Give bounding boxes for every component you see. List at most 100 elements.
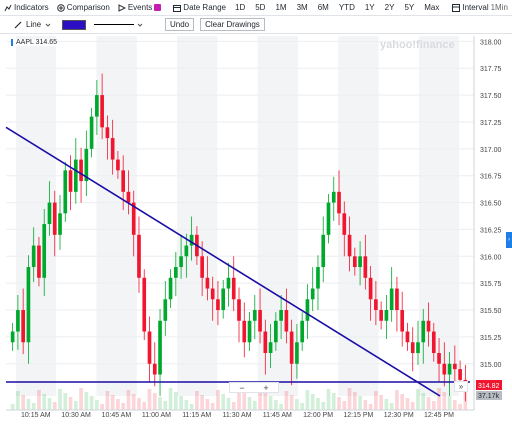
volume-bar bbox=[152, 393, 157, 410]
range-1m[interactable]: 1M bbox=[275, 3, 287, 12]
candle-body bbox=[363, 256, 368, 278]
zoom-in-button[interactable]: + bbox=[263, 382, 269, 393]
line-style-select[interactable] bbox=[94, 22, 143, 28]
indicators-button[interactable]: Indicators bbox=[0, 3, 53, 12]
candle-body bbox=[79, 159, 83, 182]
volume-bar bbox=[305, 390, 310, 410]
volume-bar bbox=[73, 401, 78, 410]
candle-body bbox=[258, 310, 262, 332]
candle-body bbox=[226, 277, 231, 289]
candle-body bbox=[453, 363, 457, 370]
candle-body bbox=[116, 159, 120, 171]
candle-body bbox=[121, 170, 126, 192]
chevron-down-icon bbox=[137, 23, 143, 27]
interval-button[interactable]: Interval 1Min bbox=[448, 3, 512, 12]
range-2y[interactable]: 2Y bbox=[384, 3, 395, 12]
range-1y[interactable]: 1Y bbox=[364, 3, 375, 12]
price-chart[interactable]: 318.00 317.75 317.50 317.25 317.00 316.75 316.… bbox=[0, 34, 512, 424]
candle-body bbox=[31, 245, 36, 268]
volume-bar bbox=[68, 397, 73, 410]
candle-body bbox=[410, 342, 415, 354]
candle-body bbox=[395, 288, 399, 311]
volume-bar bbox=[384, 399, 389, 410]
volume-bar bbox=[268, 396, 273, 410]
volume-bar bbox=[431, 401, 436, 410]
candle-body bbox=[300, 320, 305, 343]
pencil-line-icon bbox=[14, 21, 22, 28]
volume-bar bbox=[21, 395, 25, 410]
y-tick-label: 316.25 bbox=[480, 227, 502, 234]
volume-bar bbox=[263, 392, 268, 410]
comparison-button[interactable]: Comparison bbox=[53, 3, 114, 12]
range-1d[interactable]: 1D bbox=[235, 3, 246, 12]
candle-body bbox=[21, 310, 25, 343]
volume-bar bbox=[168, 388, 173, 410]
candle-body bbox=[137, 234, 141, 278]
candle-body bbox=[126, 191, 131, 203]
events-badge-icon bbox=[154, 4, 162, 11]
volume-bar bbox=[31, 403, 36, 410]
y-tick-label: 317.75 bbox=[480, 66, 502, 73]
volume-bar bbox=[116, 399, 120, 410]
candle-body bbox=[431, 331, 436, 354]
date-range-button[interactable]: Date Range bbox=[169, 3, 230, 12]
x-tick-label: 12:00 PM bbox=[303, 412, 333, 419]
candle-body bbox=[95, 95, 99, 117]
volume-bar bbox=[205, 399, 210, 410]
volume-bar bbox=[463, 391, 468, 410]
range-5y[interactable]: 5Y bbox=[404, 3, 415, 12]
candle-body bbox=[205, 277, 210, 289]
candle-body bbox=[216, 299, 220, 311]
candle-body bbox=[447, 363, 452, 375]
volume-bar bbox=[47, 398, 52, 410]
candle-body bbox=[142, 277, 147, 332]
range-5d[interactable]: 5D bbox=[255, 3, 266, 12]
candle-body bbox=[84, 148, 89, 182]
volume-bar bbox=[258, 388, 262, 410]
candle-body bbox=[16, 310, 20, 332]
undo-button[interactable]: Undo bbox=[165, 18, 195, 31]
comparison-label: Comparison bbox=[66, 3, 110, 12]
volume-bar bbox=[421, 393, 426, 410]
volume-bar bbox=[137, 398, 141, 410]
candle-body bbox=[184, 245, 189, 257]
candle-body bbox=[389, 288, 394, 311]
line-style-preview bbox=[94, 24, 134, 25]
events-button[interactable]: Events bbox=[114, 3, 165, 12]
zoom-out-button[interactable]: − bbox=[239, 382, 245, 393]
x-tick-label: 11:00 AM bbox=[142, 412, 171, 419]
line-color-swatch[interactable] bbox=[62, 19, 86, 30]
y-tick-label: 315.00 bbox=[480, 362, 502, 369]
candle-body bbox=[231, 277, 236, 300]
range-max[interactable]: Max bbox=[424, 3, 440, 12]
candle-body bbox=[237, 299, 241, 321]
candle-body bbox=[131, 202, 136, 235]
range-3m[interactable]: 3M bbox=[296, 3, 308, 12]
volume-bar bbox=[289, 395, 294, 410]
volume-bar bbox=[284, 391, 289, 410]
volume-bar bbox=[142, 402, 147, 410]
clear-drawings-button[interactable]: Clear Drawings bbox=[200, 18, 265, 31]
candle-body bbox=[331, 191, 336, 203]
volume-bar bbox=[442, 392, 447, 410]
x-tick-label: 10:45 AM bbox=[102, 412, 132, 419]
draw-type-select[interactable]: Line bbox=[0, 20, 60, 29]
candle-body bbox=[200, 256, 204, 278]
volume-bar bbox=[447, 396, 452, 410]
y-tick-label: 316.50 bbox=[480, 201, 502, 208]
y-tick-label: 318.00 bbox=[480, 39, 502, 46]
volume-bar bbox=[363, 400, 368, 410]
volume-bar bbox=[316, 398, 320, 410]
range-ytd[interactable]: YTD bbox=[338, 3, 355, 12]
y-tick-label: 315.25 bbox=[480, 335, 502, 342]
range-6m[interactable]: 6M bbox=[317, 3, 329, 12]
volume-bar bbox=[52, 402, 57, 410]
volume-bar bbox=[453, 400, 457, 410]
candle-body bbox=[284, 310, 289, 332]
candle-body bbox=[416, 342, 420, 354]
jump-to-latest-button[interactable]: » bbox=[454, 381, 468, 392]
expand-panel-tab[interactable]: › bbox=[506, 232, 512, 248]
candle-body bbox=[384, 310, 389, 321]
candle-body bbox=[179, 256, 183, 268]
candle-body bbox=[274, 320, 278, 343]
